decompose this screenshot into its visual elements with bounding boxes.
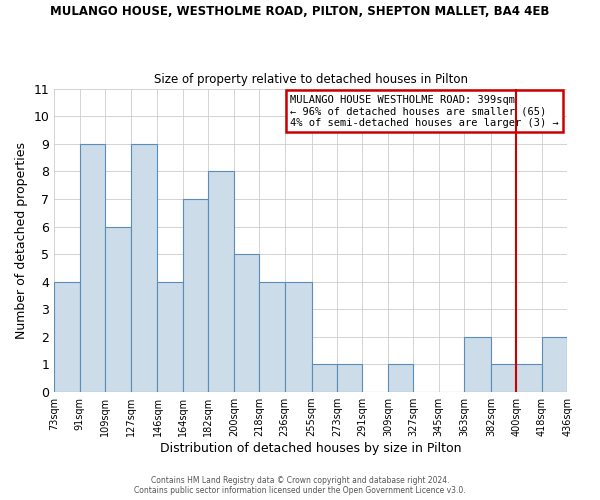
Bar — [284, 282, 311, 392]
Bar — [131, 144, 157, 392]
Bar — [259, 282, 284, 392]
Bar — [157, 282, 183, 392]
Bar — [311, 364, 337, 392]
Bar — [542, 337, 568, 392]
Title: Size of property relative to detached houses in Pilton: Size of property relative to detached ho… — [154, 73, 468, 86]
Bar — [517, 364, 542, 392]
Y-axis label: Number of detached properties: Number of detached properties — [15, 142, 28, 339]
Text: MULANGO HOUSE WESTHOLME ROAD: 399sqm
← 96% of detached houses are smaller (65)
4: MULANGO HOUSE WESTHOLME ROAD: 399sqm ← 9… — [290, 94, 559, 128]
Bar — [464, 337, 491, 392]
X-axis label: Distribution of detached houses by size in Pilton: Distribution of detached houses by size … — [160, 442, 461, 455]
Bar — [80, 144, 105, 392]
Bar — [54, 282, 80, 392]
Text: Contains HM Land Registry data © Crown copyright and database right 2024.
Contai: Contains HM Land Registry data © Crown c… — [134, 476, 466, 495]
Bar — [105, 226, 131, 392]
Bar — [208, 172, 234, 392]
Bar — [491, 364, 517, 392]
Text: MULANGO HOUSE, WESTHOLME ROAD, PILTON, SHEPTON MALLET, BA4 4EB: MULANGO HOUSE, WESTHOLME ROAD, PILTON, S… — [50, 5, 550, 18]
Bar — [234, 254, 259, 392]
Bar — [388, 364, 413, 392]
Bar — [183, 199, 208, 392]
Bar — [337, 364, 362, 392]
